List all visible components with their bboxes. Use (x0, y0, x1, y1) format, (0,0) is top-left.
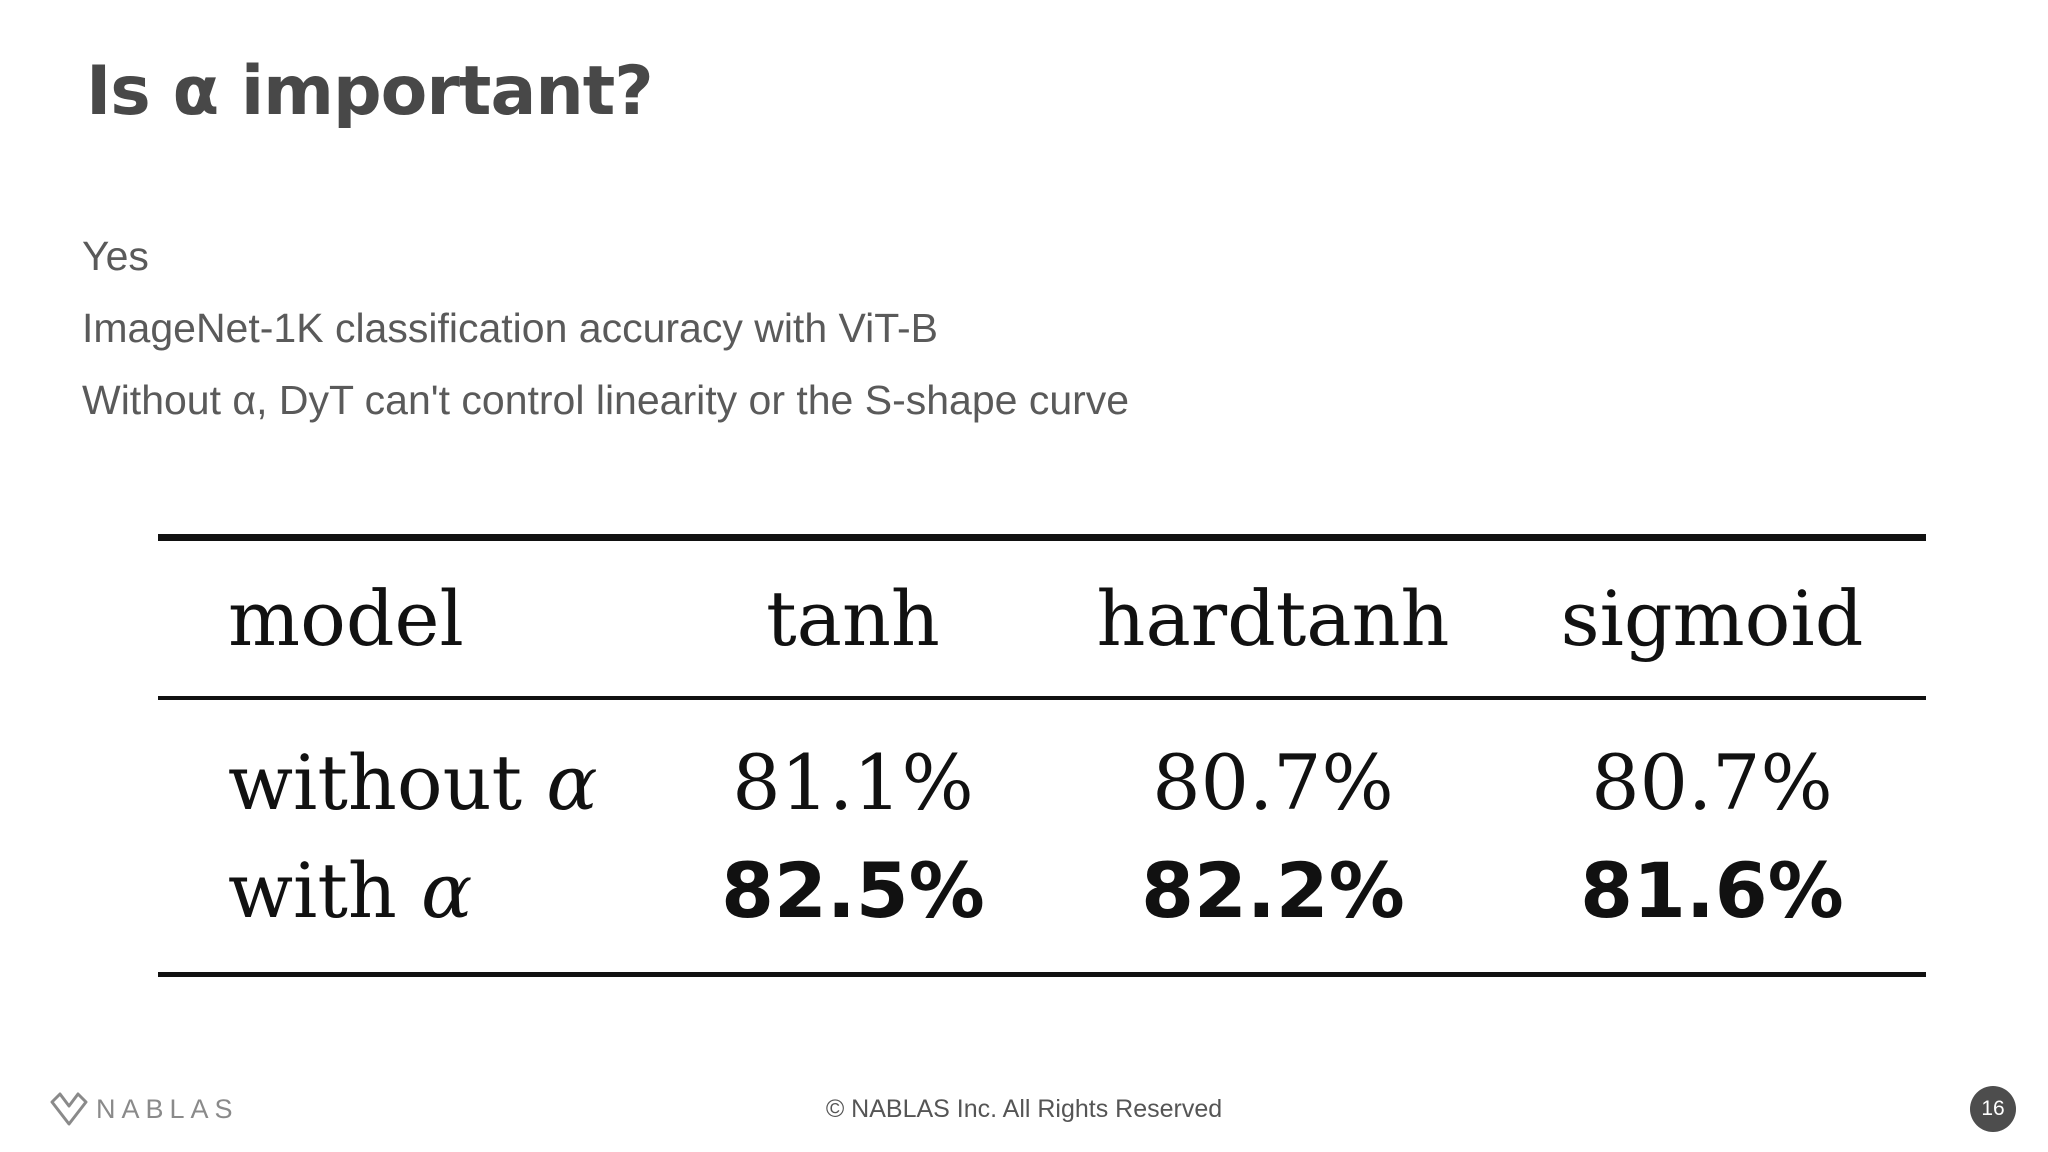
bullet-item: Without α, DyT can't control linearity o… (82, 377, 1130, 423)
alpha-symbol: α (421, 845, 473, 935)
table-row-without-alpha: without α 81.1% 80.7% 80.7% (158, 698, 1926, 836)
slide-title: Is α important? (86, 52, 654, 131)
bullet-item: Yes (82, 233, 149, 279)
alpha-symbol: α (546, 737, 598, 827)
cell-hardtanh: 80.7% (1152, 737, 1394, 827)
header-model: model (228, 574, 464, 663)
table-row-with-alpha: with α 82.5% 82.2% 81.6% (158, 836, 1926, 975)
cell-tanh-best: 82.5% (721, 845, 985, 935)
cell-sigmoid: 80.7% (1591, 737, 1833, 827)
bullet-list: Yes ImageNet-1K classification accuracy … (82, 220, 1129, 436)
header-sigmoid: sigmoid (1560, 574, 1864, 663)
row-label: with α (158, 836, 658, 975)
nablas-logo: NABLAS (50, 1092, 239, 1126)
row-label: without α (158, 698, 658, 836)
results-table-container: model tanh hardtanh sigmoid without α 81… (158, 534, 1926, 977)
results-table: model tanh hardtanh sigmoid without α 81… (158, 534, 1926, 977)
copyright-notice: © NABLAS Inc. All Rights Reserved (825, 1095, 1223, 1123)
table-header-row: model tanh hardtanh sigmoid (158, 537, 1926, 698)
page-number-badge: 16 (1970, 1086, 2016, 1132)
row-label-text: without (228, 737, 523, 827)
logo-text: NABLAS (96, 1093, 239, 1124)
header-tanh: tanh (766, 574, 940, 663)
cell-tanh: 81.1% (732, 737, 974, 827)
row-label-text: with (228, 845, 397, 935)
bullet-item: ImageNet-1K classification accuracy with… (82, 305, 939, 351)
nabla-logo-icon (50, 1092, 88, 1126)
cell-hardtanh-best: 82.2% (1141, 845, 1405, 935)
header-hardtanh: hardtanh (1096, 574, 1450, 663)
cell-sigmoid-best: 81.6% (1580, 845, 1844, 935)
